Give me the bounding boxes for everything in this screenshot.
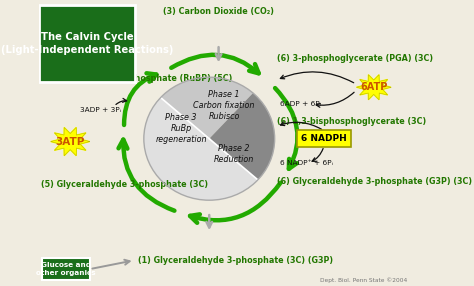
Text: 6ATP: 6ATP xyxy=(360,82,387,92)
Text: Phase 3
RuBp
regeneration: Phase 3 RuBp regeneration xyxy=(155,113,207,144)
FancyBboxPatch shape xyxy=(298,130,351,147)
Polygon shape xyxy=(51,128,90,156)
Text: Glucose and
other organics: Glucose and other organics xyxy=(36,262,96,276)
Text: (6) 1,3-bisphosphoglycerate (3C): (6) 1,3-bisphosphoglycerate (3C) xyxy=(276,117,426,126)
Text: 6ADP + 6Pᵢ: 6ADP + 6Pᵢ xyxy=(280,102,321,107)
Text: (1) Glyceraldehyde 3-phosphate (3C) (G3P): (1) Glyceraldehyde 3-phosphate (3C) (G3P… xyxy=(138,256,333,265)
Text: (3) Carbon Dioxide (CO₂): (3) Carbon Dioxide (CO₂) xyxy=(163,7,274,16)
Text: (5) Glyceraldehyde 3-phosphate (3C): (5) Glyceraldehyde 3-phosphate (3C) xyxy=(41,180,208,189)
Text: (6) 3-phosphoglycerate (PGA) (3C): (6) 3-phosphoglycerate (PGA) (3C) xyxy=(276,54,433,63)
Polygon shape xyxy=(356,75,391,100)
Text: 6 NADPH: 6 NADPH xyxy=(301,134,347,143)
Polygon shape xyxy=(209,93,274,180)
Text: Dept. Biol. Penn State ©2004: Dept. Biol. Penn State ©2004 xyxy=(320,277,407,283)
Text: (3) Ribulose 1,5-bisphosphate (RuBP) (5C): (3) Ribulose 1,5-bisphosphate (RuBP) (5C… xyxy=(41,74,232,83)
Text: Phase 1
Carbon fixation
Rubisco: Phase 1 Carbon fixation Rubisco xyxy=(193,90,255,122)
FancyBboxPatch shape xyxy=(39,5,135,82)
Text: 6 NADP⁺ + 6Pᵢ: 6 NADP⁺ + 6Pᵢ xyxy=(280,160,333,166)
Text: Phase 2
Reduction: Phase 2 Reduction xyxy=(213,144,254,164)
Polygon shape xyxy=(161,77,253,139)
Text: (6) Glyceraldehyde 3-phosphate (G3P) (3C): (6) Glyceraldehyde 3-phosphate (G3P) (3C… xyxy=(276,177,472,186)
Text: The Calvin Cycle
(Light-Independent Reactions): The Calvin Cycle (Light-Independent Reac… xyxy=(1,32,173,55)
Text: 3ATP: 3ATP xyxy=(55,137,85,146)
FancyBboxPatch shape xyxy=(42,258,91,280)
Text: 3ADP + 3Pᵢ: 3ADP + 3Pᵢ xyxy=(80,107,121,113)
Polygon shape xyxy=(144,98,258,200)
